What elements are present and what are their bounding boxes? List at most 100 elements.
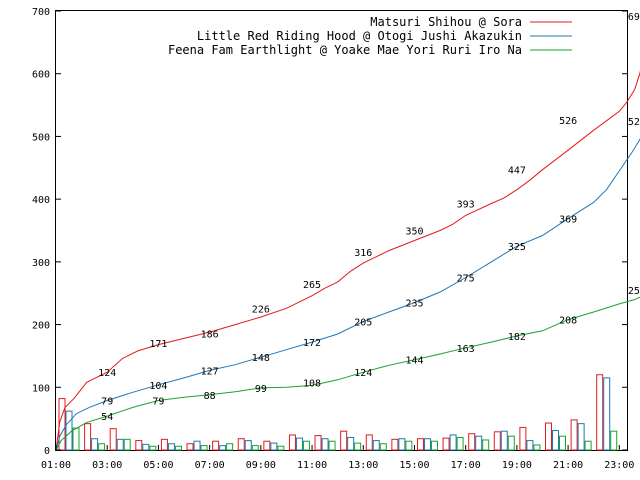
data-label: 226: [252, 304, 270, 315]
hourly-bar: [167, 443, 175, 451]
x-tick-label: 13:00: [348, 460, 378, 471]
hourly-bar: [577, 423, 585, 451]
hourly-bar: [519, 426, 527, 451]
legend-label-0: Matsuri Shihou @ Sora: [370, 15, 522, 29]
x-tick-label: 03:00: [92, 460, 122, 471]
hourly-bar: [219, 445, 227, 451]
hourly-bar: [244, 440, 252, 451]
data-label: 127: [201, 366, 219, 377]
plot-frame: [55, 10, 628, 451]
hourly-bar: [559, 435, 567, 451]
hourly-bar: [160, 438, 168, 451]
hourly-bar: [354, 442, 362, 451]
hourly-bar: [379, 443, 387, 451]
data-label: 108: [303, 378, 321, 389]
data-label: 265: [303, 280, 321, 291]
hourly-bar: [475, 435, 483, 451]
data-label: 186: [201, 329, 219, 340]
hourly-bar: [174, 445, 182, 451]
x-tick-label: 23:00: [604, 460, 634, 471]
data-label: 526: [559, 116, 577, 127]
hourly-bar: [545, 422, 553, 451]
data-label: 163: [457, 344, 475, 355]
hourly-bar: [552, 430, 560, 451]
data-label: 369: [559, 215, 577, 226]
y-axis: 0 100 200 300 400 500 600 700: [32, 7, 627, 457]
data-label: 144: [405, 356, 423, 367]
hourly-bars: [58, 374, 618, 451]
hourly-bar: [84, 423, 92, 451]
hourly-bar: [603, 377, 611, 451]
y-tick-label: 300: [32, 258, 50, 269]
legend-label-2: Feena Fam Earthlight @ Yoake Mae Yori Ru…: [168, 43, 522, 57]
x-tick-label: 07:00: [195, 460, 225, 471]
data-label: 88: [204, 391, 216, 402]
hourly-bar: [251, 445, 259, 451]
data-label: 171: [149, 339, 167, 350]
hourly-bar: [372, 440, 380, 451]
legend-label-1: Little Red Riding Hood @ Otogi Jushi Aka…: [197, 29, 522, 43]
hourly-bar: [526, 440, 534, 451]
hourly-bar: [468, 433, 476, 451]
hourly-bar: [423, 438, 431, 451]
series-lines: [55, 70, 640, 451]
hourly-bar: [405, 440, 413, 451]
hourly-bar: [610, 430, 618, 451]
data-label: 325: [508, 242, 526, 253]
hourly-bar: [193, 440, 201, 451]
data-label: 124: [98, 368, 116, 379]
data-label: 79: [152, 396, 164, 407]
data-label: 275: [457, 274, 475, 285]
hourly-bar: [186, 443, 194, 451]
series-line-2: [55, 296, 640, 451]
hourly-bar: [456, 436, 464, 451]
data-label: 208: [559, 316, 577, 327]
data-label: 54: [101, 412, 113, 423]
hourly-bar: [270, 442, 278, 451]
hourly-bar: [442, 437, 450, 451]
x-tick-label: 01:00: [41, 460, 71, 471]
hourly-bar: [500, 430, 508, 451]
data-label: 255: [628, 286, 640, 297]
hourly-bar: [135, 440, 143, 451]
x-tick-label: 15:00: [399, 460, 429, 471]
hourly-bar: [142, 443, 150, 451]
data-label: 316: [354, 248, 372, 259]
hourly-bar: [328, 440, 336, 451]
hourly-bar: [570, 419, 578, 451]
hourly-bar: [226, 443, 234, 451]
hourly-bar: [65, 410, 73, 451]
hourly-bar: [302, 440, 310, 451]
hourly-bar: [507, 435, 515, 451]
hourly-bar: [493, 431, 501, 451]
x-tick-label: 19:00: [502, 460, 532, 471]
hourly-bar: [200, 445, 208, 451]
hourly-bar: [321, 438, 329, 451]
hourly-bar: [596, 374, 604, 451]
hourly-bar: [347, 436, 355, 451]
data-label: 182: [508, 332, 526, 343]
x-tick-label: 11:00: [297, 460, 327, 471]
hourly-bar: [91, 438, 99, 451]
series-line-0: [55, 70, 640, 451]
hourly-bar: [398, 438, 406, 451]
x-tick-label: 09:00: [246, 460, 276, 471]
data-label: 393: [457, 200, 475, 211]
data-label: 148: [252, 353, 270, 364]
data-label: 235: [405, 299, 423, 310]
hourly-bar: [416, 438, 424, 451]
y-tick-label: 400: [32, 195, 50, 206]
hourly-bar: [430, 440, 438, 451]
y-tick-label: 200: [32, 321, 50, 332]
data-label: 205: [354, 317, 372, 328]
x-tick-label: 21:00: [553, 460, 583, 471]
y-tick-label: 600: [32, 70, 50, 81]
x-tick-label: 05:00: [143, 460, 173, 471]
x-axis: 01:00 03:00 05:00 07:00 09:00 11:00 13:00 15:00…: [41, 445, 634, 471]
data-label: 99: [255, 384, 267, 395]
hourly-bar: [237, 438, 245, 451]
data-labels: 124 171 186 226 265 316 350 393 447 526 692 79 104 12…: [98, 12, 640, 423]
hourly-bar: [116, 438, 124, 451]
data-label: 692: [628, 12, 640, 23]
